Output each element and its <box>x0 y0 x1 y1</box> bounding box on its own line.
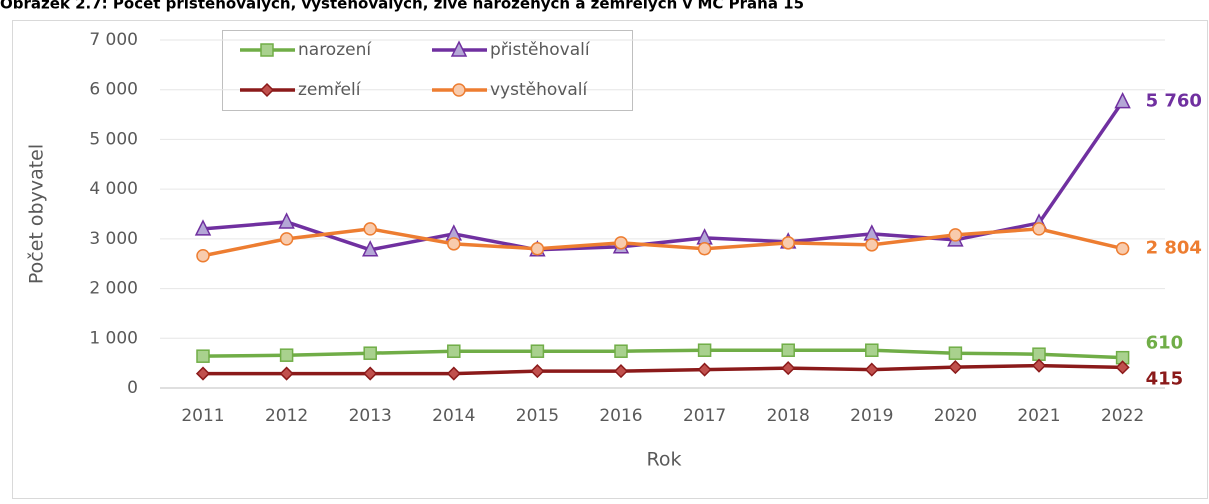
legend-label: zemřelí <box>298 80 362 100</box>
marker <box>196 249 210 263</box>
marker <box>697 242 712 256</box>
marker <box>948 360 963 375</box>
data-label: 415 <box>1146 368 1184 389</box>
series-line <box>202 100 1125 252</box>
marker <box>1115 241 1130 256</box>
marker <box>278 212 295 229</box>
marker <box>697 362 712 377</box>
y-axis-label: Počet obyvatel <box>26 144 48 284</box>
marker <box>530 242 545 256</box>
marker <box>781 236 795 250</box>
chart-title: Obrázek 2.7: Počet přistěhovalých, vystě… <box>0 0 804 13</box>
series-line <box>202 227 1124 258</box>
marker <box>530 364 545 379</box>
marker <box>447 237 461 251</box>
marker <box>781 343 795 357</box>
x-tick-label: 2014 <box>432 406 475 426</box>
x-tick-label: 2020 <box>934 406 977 426</box>
chart-frame <box>12 20 1208 499</box>
series-line <box>202 348 1123 360</box>
marker <box>194 219 212 236</box>
legend-marker <box>450 40 468 57</box>
series-line <box>203 363 1123 376</box>
x-tick-label: 2011 <box>181 406 224 426</box>
marker <box>447 344 461 358</box>
legend-label: přistěhovalí <box>490 40 591 60</box>
legend-marker <box>260 43 274 57</box>
x-tick-label: 2012 <box>265 406 308 426</box>
x-tick-label: 2019 <box>850 406 893 426</box>
data-label: 5 760 <box>1146 91 1202 112</box>
marker <box>865 343 879 357</box>
marker <box>530 344 545 358</box>
legend-label: narození <box>298 40 372 60</box>
marker <box>196 349 210 363</box>
x-axis-label: Rok <box>647 449 682 471</box>
y-tick-label: 4 000 <box>89 179 138 199</box>
marker <box>1114 91 1131 109</box>
marker <box>363 346 377 360</box>
y-tick-label: 3 000 <box>89 229 138 249</box>
y-tick-label: 7 000 <box>89 30 138 50</box>
y-tick-label: 5 000 <box>89 129 138 149</box>
x-tick-label: 2018 <box>767 406 810 426</box>
marker <box>361 240 379 257</box>
x-tick-label: 2021 <box>1017 406 1060 426</box>
legend-marker <box>259 82 275 98</box>
y-tick-label: 2 000 <box>89 279 138 299</box>
marker <box>865 238 879 252</box>
x-tick-label: 2015 <box>516 406 559 426</box>
legend-label: vystěhovalí <box>490 80 588 100</box>
y-tick-label: 6 000 <box>89 80 138 100</box>
marker <box>948 346 963 360</box>
y-tick-label: 0 <box>127 378 138 398</box>
marker <box>446 366 461 381</box>
marker <box>948 228 963 242</box>
marker <box>614 344 628 358</box>
marker <box>363 222 377 236</box>
marker <box>279 366 294 381</box>
marker <box>613 364 629 379</box>
marker <box>864 362 879 377</box>
legend-marker <box>452 83 466 97</box>
data-label: 2 804 <box>1146 238 1202 259</box>
x-tick-label: 2017 <box>683 406 726 426</box>
x-tick-label: 2016 <box>599 406 642 426</box>
marker <box>279 232 294 246</box>
marker <box>614 236 628 250</box>
marker <box>1115 360 1130 375</box>
y-tick-label: 1 000 <box>89 328 138 348</box>
marker <box>279 348 294 362</box>
x-tick-label: 2022 <box>1101 406 1144 426</box>
marker <box>697 343 712 357</box>
legend-box <box>222 30 633 111</box>
marker <box>1032 347 1046 361</box>
data-label: 610 <box>1146 333 1184 354</box>
marker <box>1032 222 1046 236</box>
marker <box>781 361 796 376</box>
marker <box>363 366 378 381</box>
marker <box>1031 358 1047 373</box>
x-tick-label: 2013 <box>349 406 392 426</box>
marker <box>195 366 211 381</box>
